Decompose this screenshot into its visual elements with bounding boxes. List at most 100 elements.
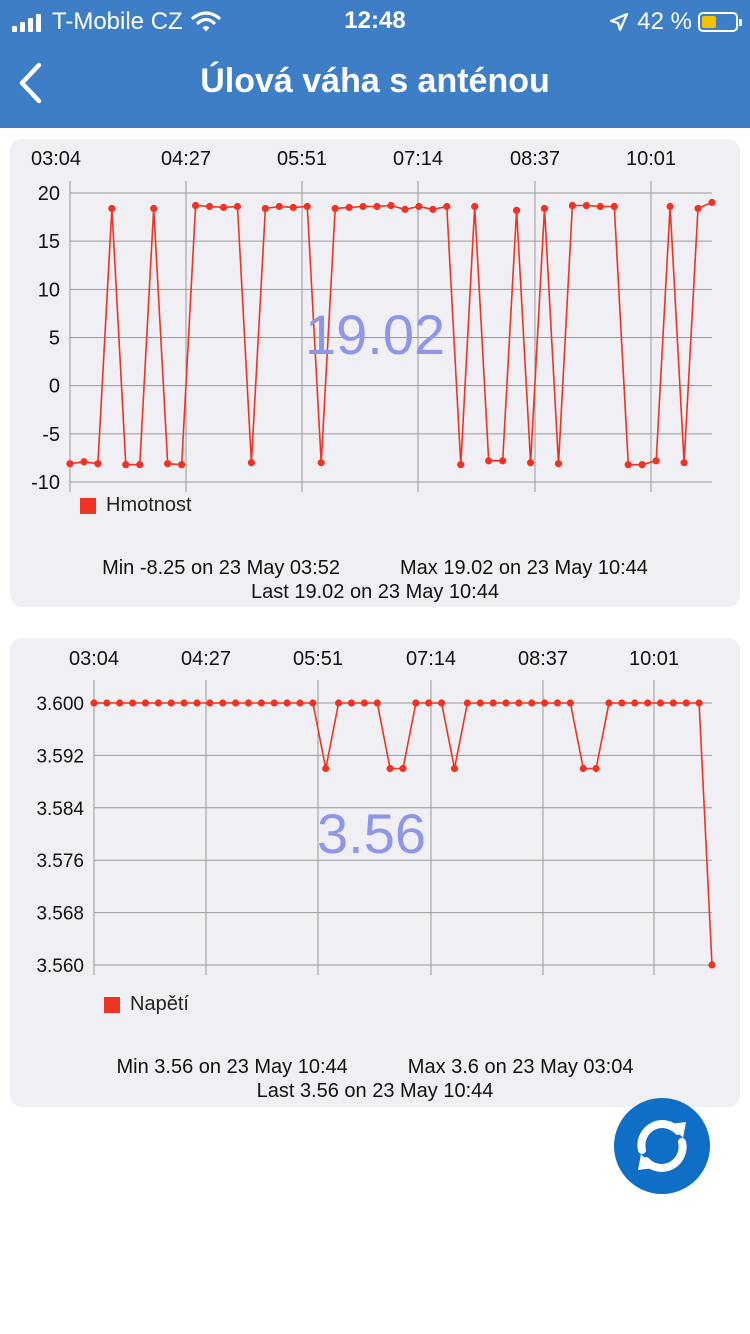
data-point [219, 699, 227, 707]
data-point [680, 459, 688, 467]
data-point [317, 459, 325, 467]
weight-min: Min -8.25 on 23 May 03:52 [102, 557, 340, 579]
voltage-legend: Napětí [104, 993, 189, 1016]
data-point [485, 457, 493, 465]
data-point [322, 764, 330, 773]
y-tick-label: 10 [38, 279, 60, 301]
weight-chart-card: 20 15 10 5 0 -5 -10 03:04 04:27 05:51 07:14 08:37 10… [10, 139, 740, 607]
data-point [499, 457, 507, 465]
data-point [387, 201, 395, 210]
data-point [656, 699, 665, 707]
refresh-button[interactable] [614, 1098, 710, 1194]
y-tick-label: -5 [42, 424, 60, 446]
data-point [708, 198, 716, 207]
data-point [415, 202, 423, 211]
data-point [450, 764, 459, 773]
data-point [80, 458, 88, 466]
data-point [180, 699, 188, 707]
data-point [554, 460, 563, 468]
data-point [335, 699, 343, 707]
x-tick-label: 04:27 [161, 148, 211, 170]
weight-max: Max 19.02 on 23 May 10:44 [399, 557, 648, 579]
data-point [682, 699, 690, 707]
voltage-chart-card: 3.600 3.592 3.584 3.576 3.568 3.560 03:04 04:27… [10, 638, 740, 1107]
data-point [219, 203, 228, 212]
data-point [90, 699, 98, 707]
x-tick-label: 05:51 [277, 148, 327, 170]
voltage-stats: Min 3.56 on 23 May 10:44 Max 3.6 on 23 M… [10, 1056, 740, 1103]
data-point [443, 202, 451, 211]
data-point [150, 204, 158, 213]
data-point [136, 461, 144, 469]
data-point [345, 203, 353, 212]
data-point [541, 699, 549, 707]
signal-icon [12, 12, 44, 32]
data-point [360, 699, 368, 707]
data-point [283, 699, 291, 707]
data-point [331, 204, 339, 213]
wifi-icon [191, 11, 221, 32]
weight-legend: Hmotnost [80, 494, 192, 517]
x-tick-label: 08:37 [510, 148, 560, 170]
data-point [502, 699, 510, 707]
voltage-chart: 3.600 3.592 3.584 3.576 3.568 3.560 03:04 04:27… [36, 648, 716, 977]
data-point [708, 961, 716, 969]
x-tick-label: 07:14 [393, 148, 443, 170]
chevron-left-icon[interactable] [12, 60, 52, 106]
data-point [193, 699, 201, 707]
data-point [233, 202, 242, 211]
data-point [463, 699, 471, 707]
data-point [129, 699, 137, 707]
x-tick-label: 07:14 [406, 648, 456, 670]
data-point [489, 699, 497, 707]
voltage-max: Max 3.6 on 23 May 03:04 [407, 1056, 634, 1078]
data-point [429, 205, 437, 213]
data-point [347, 699, 356, 707]
data-point [296, 699, 304, 707]
data-point [644, 699, 652, 707]
data-point [579, 764, 587, 773]
data-point [232, 699, 240, 707]
data-point [192, 201, 200, 210]
data-point [425, 699, 433, 707]
data-point [164, 460, 172, 468]
data-point [568, 201, 577, 210]
x-tick-label: 03:04 [31, 148, 81, 170]
data-point [582, 201, 590, 210]
data-point [399, 764, 407, 773]
data-point [141, 699, 150, 707]
status-right: 42 % [609, 8, 742, 36]
data-point [386, 764, 394, 773]
status-left: T-Mobile CZ [12, 8, 221, 36]
data-point [66, 460, 74, 468]
current-voltage-value: 3.56 [317, 802, 426, 865]
x-tick-label: 08:37 [518, 648, 568, 670]
y-tick-label: 3.576 [36, 851, 84, 872]
data-point [122, 461, 130, 469]
data-point [205, 202, 214, 211]
y-tick-label: 0 [49, 376, 60, 398]
y-tick-label: 15 [38, 231, 60, 253]
carrier-label: T-Mobile CZ [52, 8, 183, 35]
data-point [566, 699, 574, 707]
legend-swatch [80, 497, 96, 514]
data-point [457, 461, 465, 469]
y-tick-label: 3.600 [36, 694, 84, 715]
data-point [275, 202, 283, 211]
data-point [373, 202, 381, 211]
data-point [94, 460, 102, 468]
data-point [438, 699, 446, 707]
y-tick-label: 5 [49, 328, 60, 350]
data-point [610, 202, 618, 211]
data-point [257, 699, 265, 707]
data-point [206, 699, 214, 707]
data-point [471, 202, 479, 211]
data-point [412, 699, 420, 707]
battery-percent: 42 % [637, 8, 692, 35]
data-point [638, 461, 646, 469]
battery-icon [698, 12, 742, 32]
voltage-min: Min 3.56 on 23 May 10:44 [116, 1056, 348, 1078]
clock: 12:48 [344, 7, 406, 34]
data-point [624, 461, 632, 469]
data-point [695, 699, 703, 707]
